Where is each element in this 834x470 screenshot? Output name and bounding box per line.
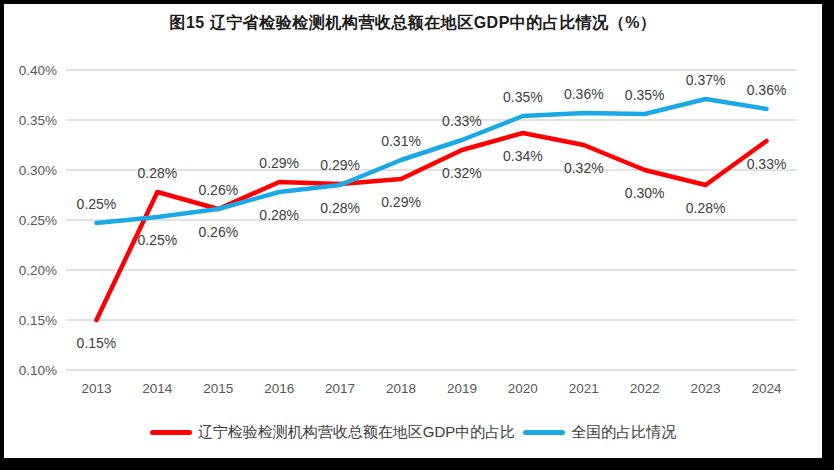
x-tick-label: 2023 bbox=[691, 381, 721, 396]
chart-frame: 图15 辽宁省检验检测机构营收总额在地区GDP中的占比情况（%） 0.40%0.… bbox=[0, 0, 834, 470]
legend-label-liaoning: 辽宁检验检测机构营收总额在地区GDP中的占比 bbox=[198, 423, 516, 442]
y-tick-label: 0.10% bbox=[19, 363, 57, 378]
y-tick-label: 0.40% bbox=[19, 63, 57, 78]
x-tick-label: 2017 bbox=[325, 381, 355, 396]
line-chart-plot-area: 0.40%0.35%0.30%0.25%0.20%0.15%0.10%20132… bbox=[4, 4, 822, 458]
data-label: 0.28% bbox=[320, 200, 360, 216]
x-axis-tick-labels: 2013 2014 2015 2016 2017 2018 2019 2020 2021 2022… bbox=[81, 381, 782, 396]
x-tick-label: 2019 bbox=[447, 381, 477, 396]
y-tick-label: 0.20% bbox=[19, 263, 57, 278]
data-label: 0.36% bbox=[747, 82, 787, 98]
gridlines bbox=[66, 70, 797, 370]
data-label: 0.26% bbox=[198, 182, 238, 198]
data-label: 0.29% bbox=[381, 194, 421, 210]
data-label: 0.29% bbox=[259, 155, 299, 171]
data-label: 0.36% bbox=[564, 86, 604, 102]
legend-item-national: 全国的占比情况 bbox=[523, 423, 676, 442]
data-label: 0.29% bbox=[320, 157, 360, 173]
y-tick-label: 0.25% bbox=[19, 213, 57, 228]
data-label: 0.33% bbox=[442, 113, 482, 129]
x-tick-label: 2014 bbox=[142, 381, 173, 396]
data-label: 0.35% bbox=[503, 89, 543, 105]
x-tick-label: 2022 bbox=[630, 381, 660, 396]
data-label: 0.28% bbox=[138, 165, 178, 181]
data-label: 0.28% bbox=[686, 200, 726, 216]
x-tick-label: 2020 bbox=[508, 381, 538, 396]
data-label: 0.32% bbox=[564, 160, 604, 176]
y-tick-label: 0.15% bbox=[19, 313, 57, 328]
legend-line-swatch-blue bbox=[523, 430, 565, 435]
data-label: 0.33% bbox=[747, 156, 787, 172]
x-tick-label: 2013 bbox=[81, 381, 111, 396]
data-label: 0.37% bbox=[686, 72, 726, 88]
data-label: 0.25% bbox=[138, 232, 178, 248]
y-tick-label: 0.35% bbox=[19, 113, 57, 128]
y-axis-tick-labels: 0.40% 0.35% 0.30% 0.25% 0.20% 0.15% 0.10% bbox=[19, 63, 57, 378]
x-tick-label: 2018 bbox=[386, 381, 416, 396]
data-label: 0.35% bbox=[625, 87, 665, 103]
data-label: 0.15% bbox=[77, 335, 117, 351]
data-label: 0.34% bbox=[503, 148, 543, 164]
y-tick-label: 0.30% bbox=[19, 163, 57, 178]
data-label: 0.31% bbox=[381, 133, 421, 149]
data-label: 0.32% bbox=[442, 165, 482, 181]
data-labels-national: 0.25% 0.25% 0.26% 0.28% 0.28% 0.31% 0.33% 0.35%… bbox=[77, 72, 787, 248]
data-label: 0.30% bbox=[625, 185, 665, 201]
chart-legend: 辽宁检验检测机构营收总额在地区GDP中的占比 全国的占比情况 bbox=[4, 423, 822, 442]
data-label: 0.26% bbox=[198, 224, 238, 240]
legend-item-liaoning: 辽宁检验检测机构营收总额在地区GDP中的占比 bbox=[150, 423, 516, 442]
data-label: 0.28% bbox=[259, 207, 299, 223]
x-tick-label: 2015 bbox=[203, 381, 233, 396]
x-tick-label: 2016 bbox=[264, 381, 294, 396]
data-label: 0.25% bbox=[77, 196, 117, 212]
legend-label-national: 全国的占比情况 bbox=[571, 423, 676, 442]
x-tick-label: 2021 bbox=[569, 381, 599, 396]
x-tick-label: 2024 bbox=[752, 381, 783, 396]
series-line-liaoning bbox=[96, 133, 766, 320]
legend-line-swatch-red bbox=[150, 430, 192, 435]
